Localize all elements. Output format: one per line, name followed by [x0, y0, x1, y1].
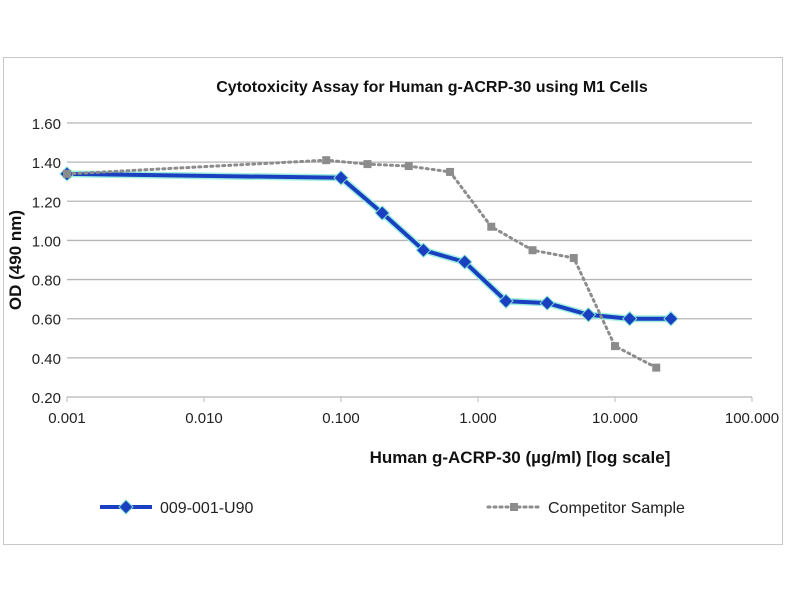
data-point: [363, 160, 372, 169]
legend-label: 009-001-U90: [160, 500, 254, 517]
x-tick-label: 0.001: [48, 410, 86, 427]
data-point: [487, 222, 496, 231]
data-point: [374, 205, 390, 221]
data-point: [611, 342, 619, 351]
y-tick-label: 1.40: [32, 155, 61, 172]
data-point: [333, 170, 349, 186]
data-point: [569, 254, 578, 263]
series-line-1: [65, 158, 658, 370]
y-tick-label: 1.00: [32, 233, 61, 250]
x-tick-label: 0.010: [185, 410, 223, 427]
data-point: [498, 293, 514, 309]
data-point: [457, 254, 473, 270]
data-point: [415, 242, 432, 258]
chart-title: Cytotoxicity Assay for Human g-ACRP-30 u…: [216, 79, 648, 96]
x-tick-label: 10.000: [592, 410, 638, 427]
x-tick-label: 100.000: [725, 410, 779, 427]
series-line-0: [66, 171, 671, 321]
x-axis-label: Human g-ACRP-30 (µg/ml) [log scale]: [370, 448, 671, 467]
legend-marker: [118, 499, 134, 515]
y-tick-label: 0.80: [32, 273, 61, 290]
y-tick-label: 0.20: [32, 390, 61, 407]
y-tick-label: 0.40: [32, 351, 61, 368]
data-point: [404, 162, 413, 171]
legend-label: Competitor Sample: [548, 500, 685, 517]
data-point: [446, 167, 455, 176]
x-tick-label: 0.100: [322, 410, 360, 427]
data-point: [663, 311, 679, 327]
x-tick-label: 1.000: [459, 410, 497, 427]
data-point: [63, 169, 71, 178]
series-glow: [66, 170, 671, 323]
data-point: [528, 246, 537, 255]
legend-marker: [510, 503, 518, 511]
data-point: [652, 363, 661, 372]
y-tick-label: 1.20: [32, 194, 61, 211]
data-point: [580, 307, 597, 323]
chart-frame: [3, 57, 783, 545]
y-axis-label: OD (490 nm): [6, 210, 25, 310]
data-point: [621, 311, 638, 327]
y-tick-label: 1.60: [32, 116, 61, 133]
y-tick-label: 0.60: [32, 312, 61, 329]
data-point: [322, 156, 331, 165]
data-point: [539, 295, 555, 311]
